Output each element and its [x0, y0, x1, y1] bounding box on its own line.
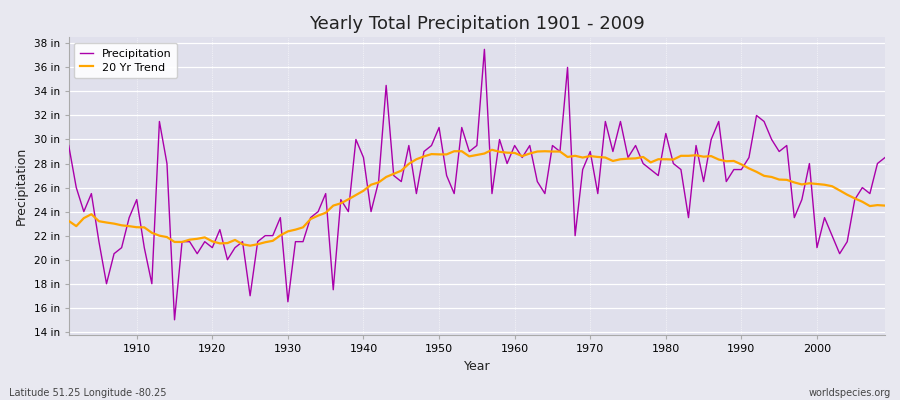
- 20 Yr Trend: [245, 243, 256, 248]
- Precipitation: [517, 155, 527, 160]
- Precipitation: [879, 155, 890, 160]
- Precipitation: [615, 119, 626, 124]
- 20 Yr Trend: [525, 151, 535, 156]
- 20 Yr Trend: [517, 154, 527, 158]
- Precipitation: [298, 239, 309, 244]
- 20 Yr Trend: [343, 197, 354, 202]
- 20 Yr Trend: [487, 148, 498, 152]
- Text: Latitude 51.25 Longitude -80.25: Latitude 51.25 Longitude -80.25: [9, 388, 166, 398]
- Precipitation: [343, 209, 354, 214]
- Line: Precipitation: Precipitation: [68, 49, 885, 320]
- 20 Yr Trend: [298, 225, 309, 230]
- Precipitation: [124, 215, 135, 220]
- 20 Yr Trend: [63, 218, 74, 223]
- 20 Yr Trend: [615, 157, 626, 162]
- X-axis label: Year: Year: [464, 360, 490, 373]
- Legend: Precipitation, 20 Yr Trend: Precipitation, 20 Yr Trend: [75, 43, 177, 78]
- 20 Yr Trend: [124, 224, 135, 228]
- Precipitation: [525, 143, 535, 148]
- Precipitation: [63, 143, 74, 148]
- Title: Yearly Total Precipitation 1901 - 2009: Yearly Total Precipitation 1901 - 2009: [309, 15, 644, 33]
- Line: 20 Yr Trend: 20 Yr Trend: [68, 150, 885, 246]
- Text: worldspecies.org: worldspecies.org: [809, 388, 891, 398]
- Precipitation: [169, 317, 180, 322]
- 20 Yr Trend: [879, 203, 890, 208]
- Y-axis label: Precipitation: Precipitation: [15, 147, 28, 226]
- Precipitation: [479, 47, 490, 52]
